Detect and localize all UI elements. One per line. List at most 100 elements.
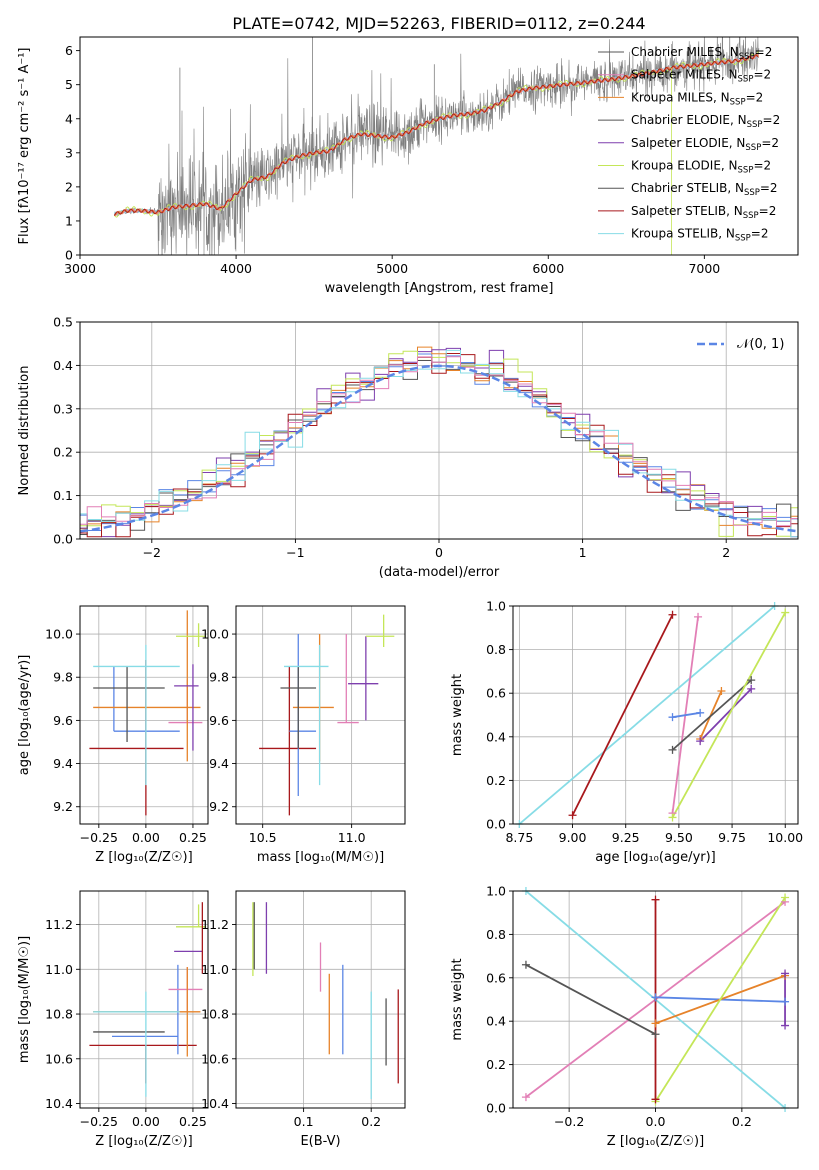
y-tick-label: 10.4	[201, 1096, 229, 1111]
panel-age-mass: 10.5 11.0 9.2 9.4 9.6 9.8 10.0 mass [log₁₀(M/M☉…	[201, 605, 406, 865]
y-tick-label: 0.4	[486, 729, 506, 744]
y-tick-label: 9.2	[53, 799, 73, 814]
weight-marker	[747, 676, 756, 685]
x-tick-label: 0.25	[179, 1114, 207, 1129]
weight-line	[671, 679, 752, 751]
y-axis-label: mass weight	[450, 958, 465, 1040]
axes-frame	[79, 36, 799, 256]
axes-frame	[79, 321, 799, 540]
legend-label: Kroupa MILES, NSSP=2	[631, 90, 763, 107]
x-tick-label: 0.2	[361, 1114, 381, 1129]
weight-marker	[651, 1030, 660, 1039]
y-tick-label: 0.0	[486, 1101, 506, 1116]
y-tick-label: 0.8	[486, 927, 506, 942]
y-tick-label: 0.8	[486, 642, 506, 657]
y-tick-label: 0.2	[486, 1057, 506, 1072]
y-tick-label: 6	[65, 43, 73, 58]
panel-mass-EBV: 0.1 0.2 10.4 10.6 10.8 11.0 11.2 E(B-V)	[201, 890, 406, 1149]
legend-label: Salpeter MILES, NSSP=2	[631, 68, 771, 85]
weight-marker	[668, 813, 677, 822]
weight-line	[672, 711, 701, 719]
plot-area	[89, 610, 207, 816]
y-tick-label: 1.0	[486, 599, 506, 614]
y-tick-label: 9.6	[53, 713, 73, 728]
weight-marker	[651, 1019, 660, 1028]
x-tick-label: −0.25	[80, 830, 118, 845]
axes-frame	[235, 890, 406, 1109]
x-axis-label: age [log₁₀(age/yr)]	[595, 850, 716, 865]
panel-residuals: −2 −1 0 1 2 0.0 0.1 0.2 0.3 0.4 0.5 (data-model)/er…	[17, 315, 799, 580]
plot-area	[113, 37, 760, 255]
weight-marker	[781, 997, 790, 1006]
axes-frame	[512, 605, 799, 825]
y-tick-label: 10.6	[45, 1051, 73, 1066]
plot-area	[518, 606, 787, 824]
x-tick-label: 10.5	[249, 830, 277, 845]
x-tick-label: 0	[435, 545, 443, 560]
x-tick-label: 0.00	[132, 1114, 160, 1129]
weight-marker	[717, 687, 726, 696]
weight-marker	[781, 969, 790, 978]
y-tick-label: 0.1	[53, 488, 73, 503]
weight-marker	[696, 708, 705, 717]
x-axis-label: Z [log₁₀(Z/Z☉)]	[95, 850, 192, 865]
x-tick-label: 1	[579, 545, 587, 560]
y-tick-label: 10.0	[201, 627, 229, 642]
y-tick-label: 9.2	[209, 799, 229, 814]
y-tick-label: 0.6	[486, 686, 506, 701]
x-tick-label: 0.0	[646, 1114, 666, 1129]
y-tick-label: 0.0	[53, 532, 73, 547]
panel-mass-Z: −0.25 0.00 0.25 10.4 10.6 10.8 11.0 11.2 Z [log₁…	[17, 890, 209, 1149]
x-tick-label: 0.00	[132, 830, 160, 845]
weight-line	[571, 614, 674, 816]
x-tick-label: −0.25	[80, 1114, 118, 1129]
x-tick-label: 6000	[532, 261, 564, 276]
y-tick-label: 9.8	[209, 670, 229, 685]
x-axis-label: Z [log₁₀(Z/Z☉)]	[607, 1134, 704, 1149]
x-tick-label: 0.25	[179, 830, 207, 845]
x-tick-label: 9.50	[665, 830, 693, 845]
y-axis-label: mass [log₁₀(M/M☉)]	[17, 936, 32, 1063]
weight-marker	[651, 895, 660, 904]
x-axis-label: (data-model)/error	[379, 565, 500, 580]
x-tick-label: −1	[286, 545, 304, 560]
plot-area	[89, 902, 207, 1097]
x-tick-label: 2	[722, 545, 730, 560]
y-tick-label: 0.4	[53, 358, 73, 373]
legend-label: Chabrier ELODIE, NSSP=2	[631, 113, 780, 130]
y-axis-label: Flux [fλ10⁻¹⁷ erg cm⁻² s⁻¹ A⁻¹]	[17, 48, 32, 245]
x-tick-label: 3000	[64, 261, 96, 276]
y-tick-label: 3	[65, 145, 73, 160]
weight-line	[518, 606, 776, 824]
y-tick-label: 9.4	[209, 756, 229, 771]
residual-histogram	[80, 353, 798, 538]
y-tick-label: 0.3	[53, 401, 73, 416]
y-tick-label: 10.8	[201, 1007, 229, 1022]
y-tick-label: 1.0	[486, 884, 506, 899]
weight-marker	[781, 1021, 790, 1030]
weight-marker	[668, 713, 677, 722]
y-tick-label: 0.0	[486, 817, 506, 832]
y-tick-label: 11.2	[201, 917, 229, 932]
weight-marker	[781, 893, 790, 902]
model-spectrum	[113, 54, 759, 216]
legend-label: Salpeter STELIB, NSSP=2	[631, 204, 776, 221]
weight-marker	[668, 745, 677, 754]
y-tick-label: 0	[65, 248, 73, 263]
y-tick-label: 0.6	[486, 970, 506, 985]
x-tick-label: 4000	[220, 261, 252, 276]
y-tick-label: 11.2	[45, 917, 73, 932]
weight-marker	[668, 610, 677, 619]
y-tick-label: 0.5	[53, 315, 73, 330]
legend-label: Salpeter ELODIE, NSSP=2	[631, 136, 779, 153]
x-axis-label: Z [log₁₀(Z/Z☉)]	[95, 1134, 192, 1149]
y-axis-label: age [log₁₀(age/yr)]	[17, 655, 32, 776]
legend-label: Chabrier MILES, NSSP=2	[631, 45, 772, 62]
x-tick-label: −0.2	[554, 1114, 584, 1129]
x-tick-label: 0.2	[732, 1114, 752, 1129]
plot-area	[252, 902, 399, 1100]
weight-marker	[521, 960, 530, 969]
y-tick-label: 1	[65, 213, 73, 228]
y-tick-label: 10.6	[201, 1051, 229, 1066]
axes-frame	[79, 605, 209, 825]
